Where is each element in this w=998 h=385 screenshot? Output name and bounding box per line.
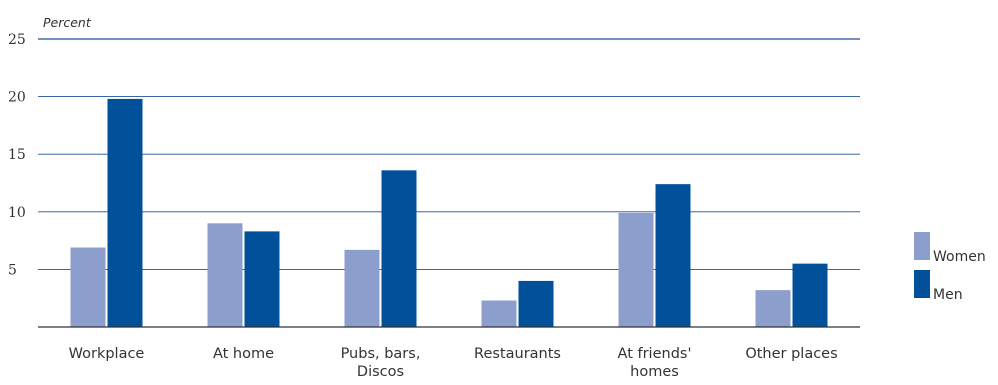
y-tick-label-25: 25 <box>8 32 26 48</box>
bar-women-2 <box>344 249 380 327</box>
bar-women-0 <box>70 247 106 327</box>
x-category-label-2-line-1: Discos <box>357 364 404 380</box>
y-tick-label-5: 5 <box>8 262 17 278</box>
bar-men-3 <box>518 280 554 327</box>
bar-men-0 <box>107 98 143 328</box>
x-category-label-2-line-0: Pubs, bars, <box>341 346 421 362</box>
y-axis-title: Percent <box>43 15 92 30</box>
legend-label-men: Men <box>933 287 963 303</box>
x-category-label-4-line-0: At friends' <box>618 346 692 362</box>
bar-women-5 <box>755 290 791 327</box>
x-axis-categories: Workplace At home Pubs, bars, Discos Restaur… <box>69 346 838 380</box>
x-category-label-4-line-1: homes <box>630 364 679 380</box>
legend: Women Men <box>914 232 986 303</box>
bar-men-2 <box>381 170 417 327</box>
bar-women-3 <box>481 300 517 327</box>
bars <box>70 98 828 328</box>
x-category-label-1: At home <box>213 346 274 362</box>
x-category-label-5: Other places <box>745 346 837 362</box>
legend-swatch-women <box>914 232 930 260</box>
y-tick-label-15: 15 <box>8 147 26 163</box>
legend-label-women: Women <box>933 249 986 265</box>
bar-women-4 <box>618 212 654 327</box>
y-tick-label-20: 20 <box>8 90 26 106</box>
gridlines <box>38 38 860 270</box>
x-category-label-3: Restaurants <box>474 346 561 362</box>
bar-men-4 <box>655 184 691 327</box>
bar-women-1 <box>207 223 243 327</box>
y-tick-label-10: 10 <box>8 205 26 221</box>
y-axis-ticks: 5 10 15 20 25 <box>8 32 26 278</box>
legend-swatch-men <box>914 270 930 298</box>
bar-men-5 <box>792 263 828 327</box>
bar-men-1 <box>244 231 280 327</box>
x-category-label-0: Workplace <box>69 346 145 362</box>
